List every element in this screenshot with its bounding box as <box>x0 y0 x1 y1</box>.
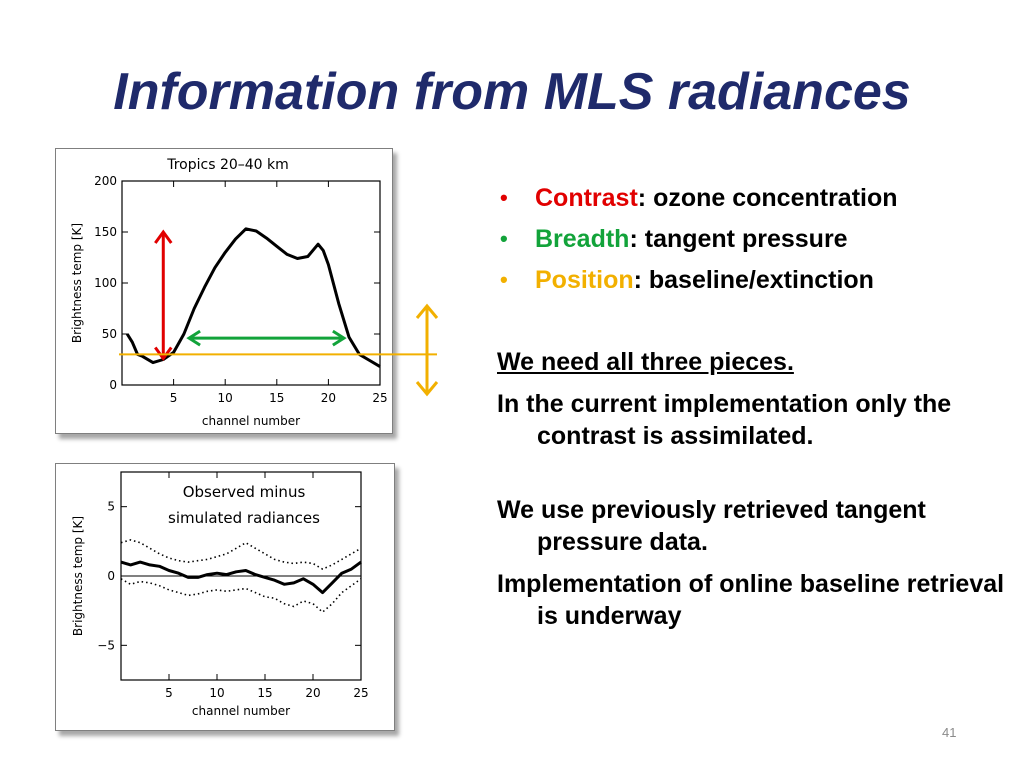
x-tick-label: 15 <box>269 391 284 405</box>
page-number: 41 <box>942 725 957 740</box>
bullet-term: Breadth <box>535 225 630 253</box>
x-tick-label: 5 <box>165 686 173 700</box>
slide-title: Information from MLS radiances <box>113 63 911 121</box>
x-axis-label: channel number <box>202 414 300 428</box>
x-tick-label: 10 <box>209 686 224 700</box>
x-axis-label: channel number <box>192 704 290 718</box>
brightness-temperature-plot: Tropics 20–40 km channel number Brightne… <box>55 148 393 434</box>
brightness-temperature-chart: Tropics 20–40 km channel number Brightne… <box>70 157 388 428</box>
residual-plot: Observed minus simulated radiances chann… <box>55 463 395 731</box>
bullet-position: • Position: baseline/extinction <box>497 264 898 305</box>
bullet-description: : baseline/extinction <box>633 266 874 294</box>
x-tick-label: 25 <box>353 686 368 700</box>
y-axis-label: Brightness temp [K] <box>70 223 84 343</box>
residual-chart: Observed minus simulated radiances chann… <box>71 471 369 718</box>
bullet-description: : tangent pressure <box>629 225 848 253</box>
x-tick-label: 15 <box>257 686 272 700</box>
y-tick-label: −5 <box>97 638 115 652</box>
paragraph-current-implementation: In the current implementation only the c… <box>497 390 952 450</box>
legend-line-1: Observed minus <box>183 483 306 501</box>
y-tick-label: 0 <box>109 378 117 392</box>
y-tick-label: 50 <box>102 327 117 341</box>
bullet-breadth: • Breadth: tangent pressure <box>497 223 898 264</box>
chart-title: Tropics 20–40 km <box>166 157 289 173</box>
x-tick-label: 25 <box>372 391 387 405</box>
bullet-list: • Contrast: ozone concentration • Breadth:… <box>497 182 898 305</box>
bullet-description: : ozone concentration <box>637 184 898 212</box>
legend-line-2: simulated radiances <box>168 509 320 527</box>
y-tick-label: 5 <box>107 500 115 514</box>
residual-mean-line <box>120 560 362 595</box>
bullet-dot: • <box>500 185 508 210</box>
breadth-arrow <box>186 329 347 347</box>
x-tick-label: 20 <box>321 391 336 405</box>
y-tick-label: 150 <box>94 225 117 239</box>
underlined-text: We need all three pieces. <box>497 348 794 376</box>
y-axis-label: Brightness temp [K] <box>71 516 85 636</box>
x-tick-label: 10 <box>218 391 233 405</box>
bullet-contrast: • Contrast: ozone concentration <box>497 182 898 223</box>
paragraph-need-all-three: We need all three pieces. <box>497 346 1007 378</box>
bullet-term: Contrast <box>535 184 638 212</box>
lower-error-line <box>120 578 362 613</box>
bullet-term: Position <box>535 266 634 294</box>
x-tick-label: 20 <box>305 686 320 700</box>
contrast-arrow <box>154 229 173 362</box>
bullet-dot: • <box>500 267 508 292</box>
paragraph-online-baseline: Implementation of online baseline retrie… <box>497 570 1005 630</box>
bullet-dot: • <box>500 226 508 251</box>
position-arrow <box>415 303 439 397</box>
paragraph-previously-retrieved: We use previously retrieved tangent pres… <box>497 496 926 556</box>
y-tick-label: 100 <box>94 276 117 290</box>
x-tick-label: 5 <box>170 391 178 405</box>
y-tick-label: 0 <box>107 569 115 583</box>
radiance-spectrum-line <box>125 227 381 368</box>
y-tick-label: 200 <box>94 174 117 188</box>
